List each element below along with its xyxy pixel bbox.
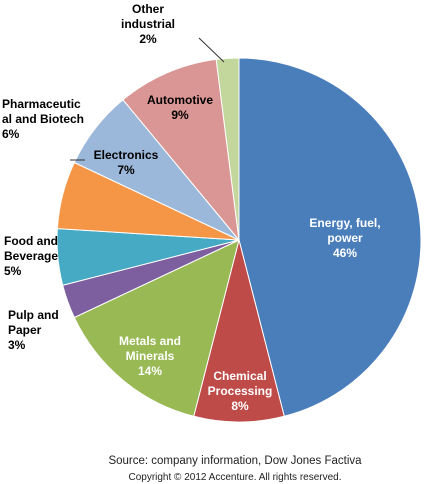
slice-label: Chemical Processing (207, 369, 273, 398)
slice-label: Other industrial (120, 2, 176, 31)
slice-label: Pulp and Paper (8, 308, 59, 337)
slice-label: Automotive (147, 93, 213, 107)
slice-value: 46% (332, 246, 358, 260)
leader-line (198, 37, 225, 63)
slice-label: Electronics (93, 148, 159, 162)
copyright-note: Copyright © 2012 Accenture. All rights r… (128, 472, 342, 483)
slice-value: 14% (137, 364, 163, 378)
pie-slice (122, 58, 240, 242)
slice-value: 5% (4, 264, 22, 278)
slice-label: Pharmaceutic al and Biotech (2, 97, 85, 126)
source-note: Source: company information, Dow Jones F… (108, 455, 362, 467)
slice-value: 6% (2, 127, 20, 141)
slice-value: 3% (8, 338, 26, 352)
pie-slice (73, 239, 240, 417)
slice-value: 9% (171, 108, 189, 122)
slice-value: 2% (139, 32, 157, 46)
slice-label: Food and Beverage (4, 234, 59, 263)
pie-slice (238, 57, 422, 417)
slice-label: Energy, fuel, power (309, 216, 381, 245)
slice-label: Metals and Minerals (118, 334, 182, 363)
slice-value: 8% (231, 399, 249, 413)
pie-slice (193, 239, 285, 423)
slice-value: 7% (117, 163, 135, 177)
pie-slice (215, 57, 240, 241)
